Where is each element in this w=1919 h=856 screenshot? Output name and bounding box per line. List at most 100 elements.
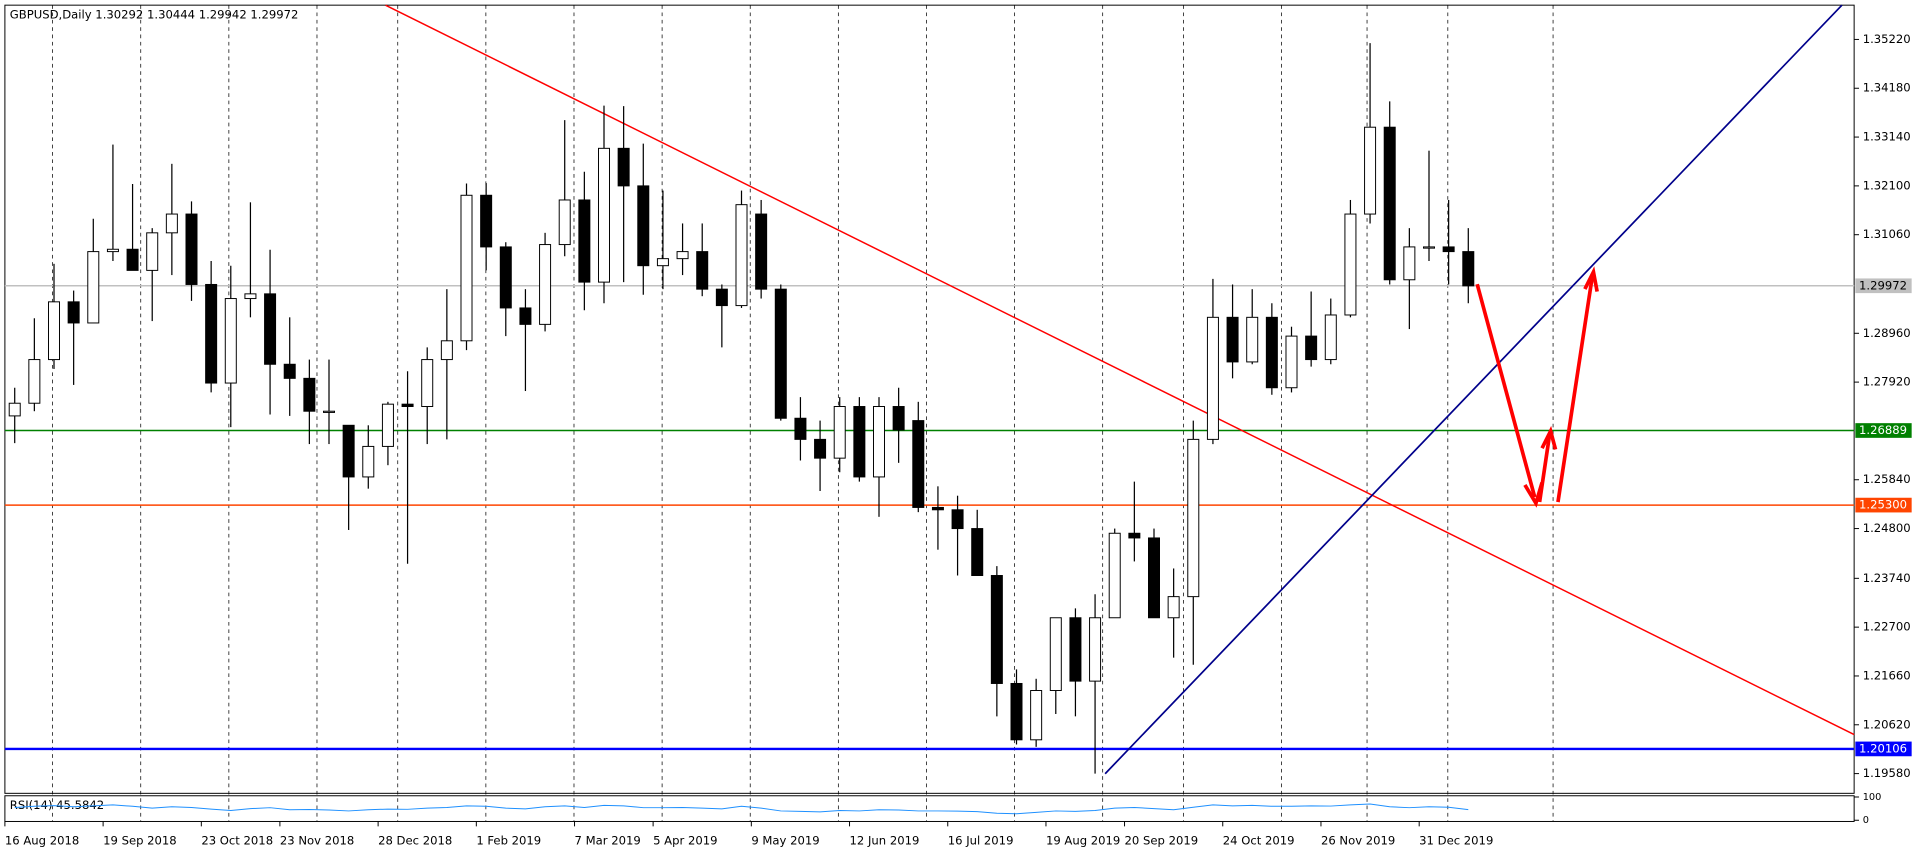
candle-body [598,147,610,283]
y-tick-label: 1.33140 [1863,130,1911,144]
candle-body [912,420,925,508]
x-tick-label: 16 Aug 2018 [5,834,79,848]
candle-body [67,301,80,324]
x-tick-label: 19 Aug 2019 [1046,834,1120,848]
indicator-frame [4,795,1855,822]
y-tick-label: 1.28960 [1863,326,1911,340]
candle-body [1462,251,1475,287]
candle-body [185,213,198,285]
y-tick-label: 1.20620 [1863,717,1911,731]
y-tick-label: 1.24800 [1863,521,1911,535]
candle-body [1285,335,1298,389]
candle-body [48,301,60,361]
candle-body [1206,316,1219,440]
y-tick-label: 1.22700 [1863,620,1911,634]
candle-body [755,213,768,290]
candle-body [126,248,139,271]
candle-body [28,359,41,404]
y-tick-label: 1.19580 [1863,766,1911,780]
candle-body [283,363,296,379]
candle-body [990,575,1003,684]
candle-body [1442,246,1455,253]
candle-body [1246,316,1259,363]
candle-body [342,424,355,478]
arrow [1537,435,1552,503]
x-tick-label: 20 Sep 2019 [1125,834,1199,848]
arrow-head [1583,266,1599,292]
candle-body [715,288,728,307]
y-tick-label: 1.23740 [1863,571,1911,585]
candle-body [224,298,237,384]
candle-body [1069,617,1082,682]
candle-body [892,406,905,431]
x-tick-label: 31 Dec 2019 [1419,834,1493,848]
candle-body [676,251,689,260]
arrow [1475,283,1537,498]
candle-body [146,232,159,271]
candle-body [1167,596,1180,619]
candle-body [656,258,669,267]
candle-body [106,248,119,253]
candle-body [519,307,532,325]
candle-body [1128,532,1141,539]
x-tick-label: 19 Sep 2018 [103,834,177,848]
candle-body [1265,316,1278,389]
y-tick-label: 1.27920 [1863,375,1911,389]
candle-body [205,283,218,384]
candle-body [1187,438,1200,598]
candle-body [323,410,335,413]
candle-body [539,244,552,325]
candle-body [1305,335,1318,361]
level-label: 1.20106 [1859,741,1907,755]
x-tick-label: 23 Oct 2018 [201,834,273,848]
arrow [1556,276,1595,503]
candle-body [696,251,709,290]
candle-body [1403,246,1416,281]
candle-body [440,340,453,361]
candle-body [1049,617,1062,692]
candle-body [558,199,571,246]
level-label-box [1855,278,1912,294]
candle-body [1010,682,1023,741]
candle-body [833,406,846,459]
plot-frame [4,4,1855,794]
y-tick-label: 1.32100 [1863,178,1911,192]
grid [4,5,1855,822]
x-tick-label: 28 Dec 2018 [378,834,452,848]
level-label-box [1855,741,1912,757]
candle-body [578,199,591,283]
candle-body [774,288,787,419]
trend-line [385,4,1855,736]
x-tick-label: 5 Apr 2019 [653,834,717,848]
trend-line [1104,4,1843,775]
candle-body [1108,532,1121,619]
candle-body [480,194,493,248]
indicator-line [14,803,1469,815]
candle-body [401,403,414,408]
candle-body [8,402,21,417]
y-tick-label: 1.25840 [1863,472,1911,486]
candle-body [951,509,964,530]
candle-body [165,213,178,234]
candle-body [264,293,277,365]
level-label: 1.29972 [1859,278,1907,292]
x-tick-label: 23 Nov 2018 [280,834,354,848]
level-label: 1.26889 [1859,423,1907,437]
candle-body [381,403,394,447]
candle-body [87,251,100,324]
arrows [1475,266,1599,508]
candle-body [1383,126,1396,281]
candle-body [931,506,944,511]
candle-body [1423,246,1435,249]
candle-body [1148,537,1160,619]
candle-body [244,293,257,300]
indicator-tick-label: 0 [1863,815,1869,826]
candle-body [1324,314,1337,361]
candle-body [735,204,748,307]
candle-body [617,147,630,187]
x-tick-label: 24 Oct 2019 [1223,834,1295,848]
x-tick-label: 9 May 2019 [751,834,819,848]
candle-body [1030,690,1043,741]
level-label-box [1855,423,1912,438]
